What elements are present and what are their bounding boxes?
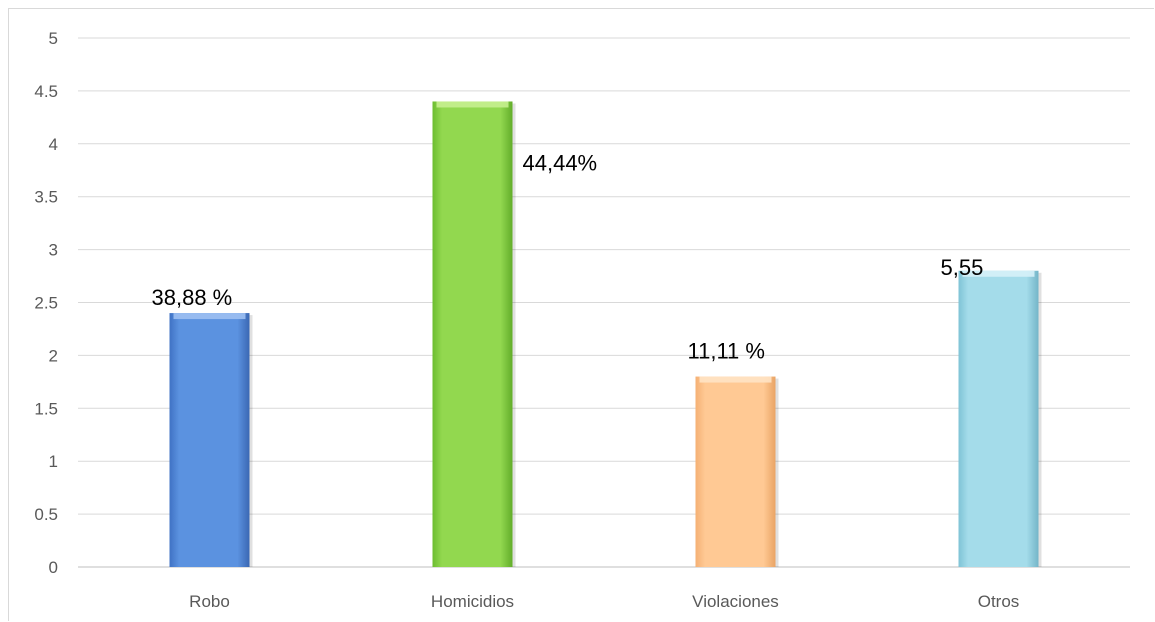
category-label: Otros (978, 592, 1020, 611)
y-axis-ticks: 0 0.5 1 1.5 2 2.5 3 3.5 4 4.5 5 (34, 29, 58, 577)
y-tick-label: 1 (49, 452, 58, 471)
category-label: Homicidios (431, 592, 514, 611)
category-labels: Robo Homicidios Violaciones Otros (189, 592, 1019, 611)
y-tick-label: 0 (49, 558, 58, 577)
bar-bevel (436, 101, 509, 108)
data-label: 38,88 % (152, 285, 233, 310)
y-tick-label: 0.5 (34, 505, 58, 524)
y-tick-label: 2.5 (34, 294, 58, 313)
y-tick-label: 2 (49, 346, 58, 365)
data-label: 44,44% (523, 150, 598, 175)
y-tick-label: 3.5 (34, 188, 58, 207)
data-labels: 38,88 % 44,44% 11,11 % 5,55 (152, 150, 984, 363)
y-tick-label: 5 (49, 29, 58, 48)
y-tick-label: 4.5 (34, 82, 58, 101)
y-tick-label: 1.5 (34, 399, 58, 418)
bar-bevel (962, 270, 1035, 277)
data-label: 5,55 (941, 255, 984, 280)
category-label: Violaciones (692, 592, 779, 611)
bar-homicidios (432, 101, 513, 567)
bar-bevel (173, 313, 246, 320)
gridlines (78, 37, 1130, 568)
bar-otros (958, 270, 1039, 567)
chart-frame (8, 8, 1154, 621)
bar-robo (169, 313, 250, 567)
bars (169, 101, 1042, 567)
category-label: Robo (189, 592, 230, 611)
y-tick-label: 3 (49, 241, 58, 260)
bar-violaciones (695, 376, 776, 567)
y-tick-label: 4 (49, 135, 58, 154)
data-label: 11,11 % (688, 339, 765, 364)
bar-bevel (699, 376, 772, 383)
